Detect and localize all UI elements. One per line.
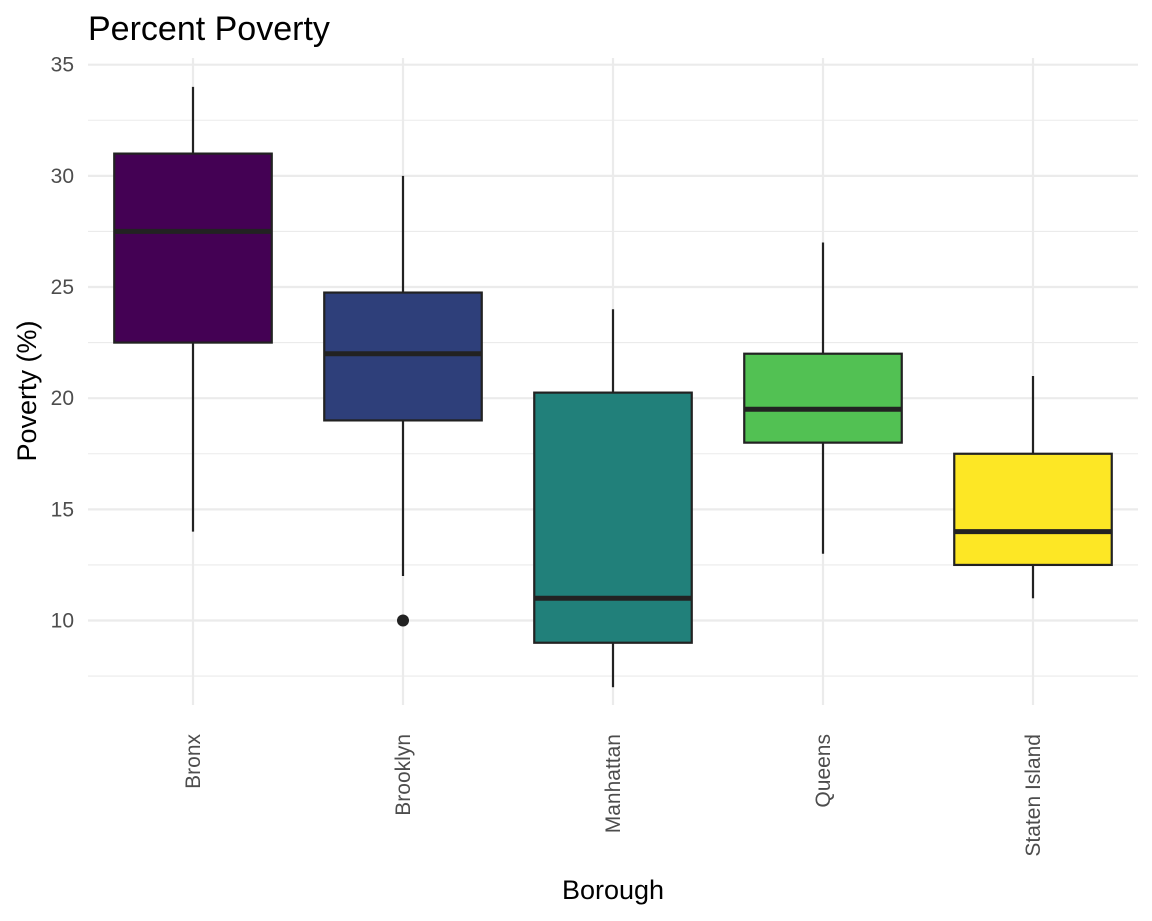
box-body bbox=[533, 391, 693, 644]
x-tick-label: Brooklyn bbox=[392, 734, 415, 816]
boxes bbox=[113, 86, 1113, 688]
x-axis-title: Borough bbox=[562, 875, 664, 905]
x-tick-label: Manhattan bbox=[602, 734, 625, 833]
box-body bbox=[743, 352, 903, 444]
y-axis-title: Poverty (%) bbox=[12, 320, 42, 461]
y-tick-label: 20 bbox=[51, 387, 74, 410]
outlier-point bbox=[397, 614, 409, 627]
box-bronx bbox=[113, 86, 273, 532]
box-body bbox=[323, 291, 483, 422]
box-body bbox=[953, 452, 1113, 567]
y-axis-tick-labels: 10 15 20 25 30 35 bbox=[51, 54, 74, 633]
x-tick-label: Bronx bbox=[182, 734, 205, 789]
y-tick-label: 30 bbox=[51, 165, 74, 188]
x-tick-label: Staten Island bbox=[1022, 734, 1045, 857]
y-tick-label: 25 bbox=[51, 276, 74, 299]
x-tick-label: Queens bbox=[812, 734, 835, 808]
box-manhattan bbox=[533, 309, 693, 688]
chart-title: Percent Poverty bbox=[88, 10, 330, 48]
y-tick-label: 35 bbox=[51, 54, 74, 77]
x-axis-tick-labels: Bronx Brooklyn Manhattan Queens Staten Islan… bbox=[182, 734, 1045, 857]
box-body bbox=[113, 152, 273, 344]
box-staten-island bbox=[953, 375, 1113, 599]
box-queens bbox=[743, 242, 903, 554]
y-tick-label: 10 bbox=[51, 610, 74, 633]
box-brooklyn bbox=[323, 175, 483, 627]
y-tick-label: 15 bbox=[51, 498, 74, 521]
